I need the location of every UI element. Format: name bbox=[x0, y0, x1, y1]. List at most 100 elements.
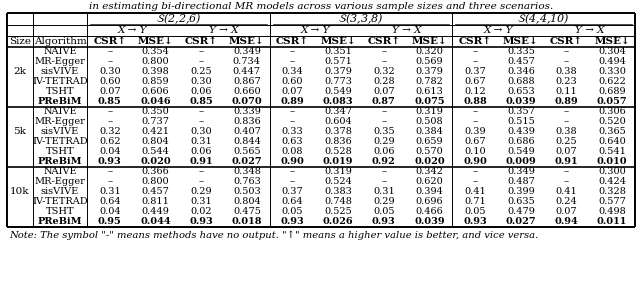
Text: –: – bbox=[290, 118, 295, 126]
Text: 0.32: 0.32 bbox=[373, 67, 395, 77]
Text: X → Y: X → Y bbox=[118, 26, 147, 35]
Text: 0.394: 0.394 bbox=[415, 188, 444, 196]
Text: CSR↑: CSR↑ bbox=[367, 37, 401, 46]
Text: 0.91: 0.91 bbox=[189, 157, 213, 167]
Text: 0.570: 0.570 bbox=[415, 147, 444, 157]
Text: –: – bbox=[198, 168, 204, 177]
Text: 0.541: 0.541 bbox=[598, 147, 626, 157]
Text: NAIVE: NAIVE bbox=[43, 108, 77, 116]
Text: 0.577: 0.577 bbox=[598, 198, 626, 206]
Text: 0.039: 0.039 bbox=[414, 217, 445, 226]
Text: 0.85: 0.85 bbox=[189, 98, 213, 106]
Text: MSE↓: MSE↓ bbox=[503, 37, 539, 46]
Text: –: – bbox=[472, 118, 478, 126]
Text: –: – bbox=[381, 118, 387, 126]
Text: 0.571: 0.571 bbox=[324, 57, 352, 67]
Text: 0.811: 0.811 bbox=[141, 198, 170, 206]
Text: –: – bbox=[564, 178, 569, 186]
Text: sisVIVE: sisVIVE bbox=[41, 127, 79, 136]
Text: CSR↑: CSR↑ bbox=[459, 37, 492, 46]
Text: 0.475: 0.475 bbox=[233, 208, 260, 216]
Text: 0.763: 0.763 bbox=[233, 178, 260, 186]
Text: –: – bbox=[472, 178, 478, 186]
Text: 0.31: 0.31 bbox=[190, 137, 212, 147]
Text: MSE↓: MSE↓ bbox=[320, 37, 356, 46]
Text: –: – bbox=[564, 57, 569, 67]
Text: CSR↑: CSR↑ bbox=[276, 37, 309, 46]
Text: 0.010: 0.010 bbox=[597, 157, 627, 167]
Text: CSR↑: CSR↑ bbox=[93, 37, 126, 46]
Text: –: – bbox=[198, 47, 204, 57]
Text: 0.020: 0.020 bbox=[414, 157, 445, 167]
Text: –: – bbox=[108, 47, 113, 57]
Text: Size: Size bbox=[9, 37, 31, 46]
Text: –: – bbox=[290, 178, 295, 186]
Text: 0.339: 0.339 bbox=[233, 108, 260, 116]
Text: –: – bbox=[564, 168, 569, 177]
Text: 0.773: 0.773 bbox=[324, 78, 352, 87]
Text: 0.782: 0.782 bbox=[415, 78, 444, 87]
Text: 0.62: 0.62 bbox=[99, 137, 121, 147]
Text: 0.07: 0.07 bbox=[373, 88, 395, 96]
Text: 0.407: 0.407 bbox=[233, 127, 260, 136]
Text: Y → X: Y → X bbox=[209, 26, 239, 35]
Text: PReBiM: PReBiM bbox=[38, 157, 83, 167]
Text: 0.64: 0.64 bbox=[282, 198, 303, 206]
Text: 0.64: 0.64 bbox=[99, 198, 121, 206]
Text: 0.07: 0.07 bbox=[282, 88, 303, 96]
Text: –: – bbox=[290, 47, 295, 57]
Text: –: – bbox=[381, 108, 387, 116]
Text: 0.93: 0.93 bbox=[280, 217, 305, 226]
Text: 0.525: 0.525 bbox=[324, 208, 352, 216]
Text: 0.94: 0.94 bbox=[555, 217, 579, 226]
Text: PReBiM: PReBiM bbox=[38, 98, 83, 106]
Text: 0.365: 0.365 bbox=[598, 127, 626, 136]
Text: –: – bbox=[381, 57, 387, 67]
Text: 0.859: 0.859 bbox=[141, 78, 170, 87]
Text: 0.04: 0.04 bbox=[99, 208, 121, 216]
Text: 0.366: 0.366 bbox=[141, 168, 170, 177]
Text: MSE↓: MSE↓ bbox=[412, 37, 447, 46]
Text: X → Y: X → Y bbox=[301, 26, 330, 35]
Text: 0.38: 0.38 bbox=[556, 67, 577, 77]
Text: 0.348: 0.348 bbox=[233, 168, 260, 177]
Text: –: – bbox=[198, 108, 204, 116]
Text: 0.688: 0.688 bbox=[507, 78, 534, 87]
Text: 0.300: 0.300 bbox=[598, 168, 626, 177]
Text: 0.67: 0.67 bbox=[465, 137, 486, 147]
Text: 0.37: 0.37 bbox=[464, 67, 486, 77]
Text: –: – bbox=[564, 47, 569, 57]
Text: 0.528: 0.528 bbox=[324, 147, 352, 157]
Text: 0.346: 0.346 bbox=[507, 67, 535, 77]
Text: MR-Egger: MR-Egger bbox=[35, 57, 85, 67]
Text: 0.737: 0.737 bbox=[141, 118, 170, 126]
Text: 0.35: 0.35 bbox=[373, 127, 395, 136]
Text: 0.379: 0.379 bbox=[415, 67, 444, 77]
Text: –: – bbox=[198, 118, 204, 126]
Text: MSE↓: MSE↓ bbox=[229, 37, 265, 46]
Text: 0.479: 0.479 bbox=[507, 208, 535, 216]
Text: 0.027: 0.027 bbox=[506, 217, 536, 226]
Text: 0.02: 0.02 bbox=[190, 208, 212, 216]
Text: 0.06: 0.06 bbox=[373, 147, 395, 157]
Text: Algorithm: Algorithm bbox=[34, 37, 86, 46]
Text: 0.659: 0.659 bbox=[416, 137, 444, 147]
Text: 0.89: 0.89 bbox=[555, 98, 579, 106]
Text: 0.34: 0.34 bbox=[282, 67, 303, 77]
Text: PReBiM: PReBiM bbox=[38, 217, 83, 226]
Text: 0.011: 0.011 bbox=[597, 217, 627, 226]
Text: 0.057: 0.057 bbox=[597, 98, 627, 106]
Text: CSR↑: CSR↑ bbox=[184, 37, 218, 46]
Text: 0.606: 0.606 bbox=[141, 88, 170, 96]
Text: 0.349: 0.349 bbox=[233, 47, 260, 57]
Text: –: – bbox=[198, 178, 204, 186]
Text: –: – bbox=[381, 47, 387, 57]
Text: –: – bbox=[290, 108, 295, 116]
Text: $\mathcal{S}$(3,3,8): $\mathcal{S}$(3,3,8) bbox=[338, 12, 384, 26]
Text: sisVIVE: sisVIVE bbox=[41, 188, 79, 196]
Text: 0.07: 0.07 bbox=[556, 208, 577, 216]
Text: 0.30: 0.30 bbox=[190, 127, 212, 136]
Text: 0.12: 0.12 bbox=[464, 88, 486, 96]
Text: 0.07: 0.07 bbox=[99, 88, 121, 96]
Text: IV-TETRAD: IV-TETRAD bbox=[32, 198, 88, 206]
